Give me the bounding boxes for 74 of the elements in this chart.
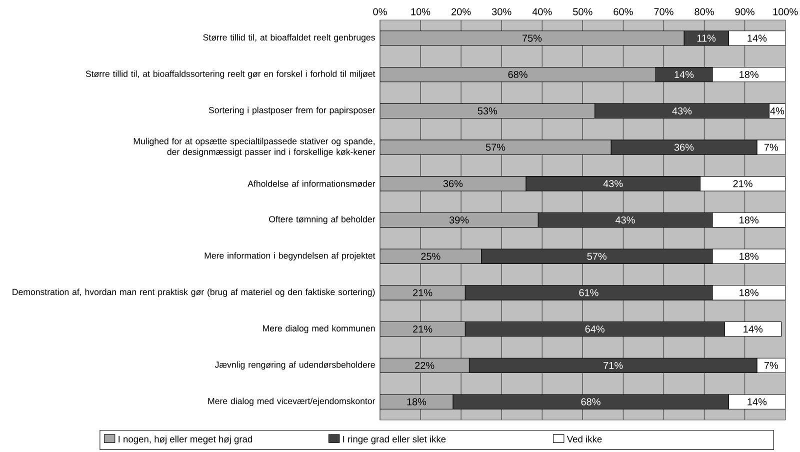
data-label: 14% — [674, 71, 694, 78]
data-label: 61% — [579, 289, 598, 296]
data-label: 68% — [581, 398, 600, 406]
bar — [380, 140, 612, 155]
y-tick-label: Mere information i begyndelsen af projektet — [204, 252, 376, 260]
bar — [380, 66, 656, 82]
x-tick-label: 80% — [694, 8, 714, 16]
data-label: 43% — [603, 180, 623, 188]
data-label: 53% — [478, 107, 498, 114]
data-label: 14% — [748, 34, 767, 42]
bar — [380, 30, 684, 46]
bar — [380, 394, 454, 410]
x-tick-label: 90% — [735, 8, 754, 16]
x-tick-label: 0% — [373, 8, 387, 16]
data-label: 14% — [748, 398, 767, 406]
data-label: 18% — [740, 70, 758, 78]
bar — [380, 321, 466, 337]
data-label: 21% — [413, 326, 432, 333]
data-label: 36% — [674, 144, 694, 151]
y-tick-label: Mulighed for at opsætte specialtilpassede stativer og spande, der designmæssigt passer ind i forskellige køk-kener — [134, 138, 376, 157]
bar — [700, 176, 786, 192]
data-label: 43% — [672, 107, 692, 114]
data-label: 18% — [407, 398, 426, 406]
y-tick-label: Større tillid til, at bioaffaldssortering reelt gør en forskel i forhold til miljøet — [86, 70, 376, 79]
data-label: 71% — [604, 362, 623, 369]
y-tick-label: Sortering i plastposer frem for papirsposer — [208, 106, 376, 115]
x-tick-label: 10% — [411, 8, 430, 16]
y-tick-label: Jævnlig rengøring af udendørsbeholdere — [214, 361, 375, 370]
data-label: 25% — [421, 252, 440, 260]
x-tick-label: 20% — [452, 8, 471, 16]
x-tick-label: 40% — [532, 8, 552, 16]
y-tick-label: Oftere tømning af beholder — [269, 216, 376, 224]
data-label: 64% — [585, 326, 604, 333]
bar — [380, 358, 470, 374]
data-label: 7% — [764, 144, 778, 151]
data-label: 11% — [697, 34, 716, 42]
bar — [380, 212, 538, 228]
x-tick-label: 100% — [773, 8, 798, 16]
data-label: 21% — [733, 180, 752, 188]
y-tick-label: Afholdelse af informationsmøder — [248, 180, 376, 187]
y-tick-label: Større tillid til, at bioaffaldet reelt genbruges — [203, 34, 375, 42]
y-tick-label: Mere dialog med vicevært/ejendomskontor — [208, 398, 376, 406]
bar — [712, 66, 786, 82]
data-label: 36% — [443, 180, 463, 188]
legend-label: I ringe grad eller slet ikke — [343, 436, 446, 444]
x-tick-label: 70% — [654, 8, 674, 16]
data-label: 18% — [740, 289, 758, 296]
data-label: 22% — [415, 362, 434, 369]
legend-label: I nogen, høj eller meget høj grad — [118, 436, 252, 444]
x-tick-label: 50% — [573, 8, 592, 16]
bar — [380, 176, 526, 192]
data-label: 57% — [587, 252, 606, 260]
data-label: 43% — [615, 216, 635, 224]
y-tick-label: Mere dialog med kommunen — [263, 324, 375, 334]
bar — [712, 212, 786, 228]
data-label: 21% — [413, 289, 432, 296]
data-label: 18% — [740, 252, 758, 260]
y-tick-label: Demonstration af, hvordan man rent praktisk gør (brug af materiel og den faktiske sortering) — [12, 288, 375, 297]
x-tick-label: 30% — [492, 8, 512, 16]
data-label: 4% — [770, 107, 784, 114]
bar — [380, 285, 466, 300]
data-label: 18% — [740, 216, 758, 224]
x-tick-label: 60% — [614, 8, 633, 16]
data-label: 7% — [764, 362, 778, 369]
bar — [380, 248, 482, 264]
data-label: 75% — [522, 34, 542, 42]
legend-label: Ved ikke — [566, 436, 602, 442]
bar — [712, 248, 786, 264]
data-label: 68% — [508, 70, 528, 78]
data-label: 14% — [744, 326, 763, 333]
bar — [712, 285, 786, 300]
data-label: 39% — [449, 216, 469, 224]
bar — [380, 103, 596, 119]
data-label: 57% — [486, 144, 506, 151]
